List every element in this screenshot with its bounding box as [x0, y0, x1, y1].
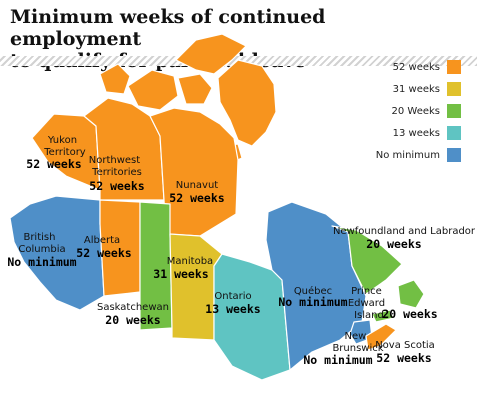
arctic-island-ellesmere — [175, 33, 247, 75]
label-quebec-name: Québec — [294, 285, 332, 297]
region-pei[interactable] — [371, 309, 395, 323]
label-pei-name-2: Edward — [348, 298, 385, 309]
legend: 52 weeks 31 weeks 20 Weeks 13 weeks No m… — [376, 56, 461, 166]
label-alberta-name: Alberta — [84, 235, 120, 246]
title-line-1: Minimum weeks of continued employment — [10, 6, 326, 50]
label-yukon-value: 52 weeks — [26, 157, 81, 171]
legend-label: No minimum — [375, 149, 440, 161]
arctic-island-victoria — [127, 69, 179, 111]
region-bc[interactable] — [9, 195, 105, 311]
legend-label: 20 Weeks — [391, 105, 440, 117]
label-pei-name: Prince Edward Island — [348, 279, 390, 321]
label-pei-value: 20 weeks — [382, 307, 437, 321]
region-alberta[interactable] — [99, 199, 141, 297]
label-bc-name-1: British — [23, 232, 55, 243]
legend-item-31-weeks: 31 weeks — [376, 78, 461, 100]
legend-swatch — [447, 126, 461, 140]
label-ontario-name: Ontario — [214, 291, 251, 302]
label-nwt-name: Northwest Territories — [89, 148, 146, 178]
label-pei-name-1: Prince — [351, 286, 382, 297]
region-newfoundland-island[interactable] — [397, 279, 425, 309]
arctic-island-banks — [99, 63, 131, 95]
label-nova-scotia-name: Nova Scotia — [375, 340, 435, 351]
label-yukon-name: Yukon Territory — [43, 128, 86, 158]
legend-label: 31 weeks — [392, 83, 440, 95]
label-saskatchewan-name: Saskatchewan — [97, 302, 169, 313]
label-new-brunswick-name-1: New — [345, 331, 367, 342]
label-manitoba-value: 31 weeks — [153, 267, 208, 281]
region-labrador[interactable] — [331, 225, 403, 295]
label-bc-name: British Columbia — [18, 225, 65, 255]
label-yukon-name-2: Territory — [43, 147, 86, 158]
label-ontario-value: 13 weeks — [205, 302, 260, 316]
label-saskatchewan-value: 20 weeks — [105, 313, 160, 327]
label-bc-value: No minimum — [7, 255, 76, 269]
legend-swatch — [447, 148, 461, 162]
legend-item-13-weeks: 13 weeks — [376, 122, 461, 144]
label-nunavut-name: Nunavut — [176, 180, 219, 191]
label-nwt-value: 52 weeks — [89, 179, 144, 193]
label-bc-name-2: Columbia — [18, 244, 65, 255]
legend-item-20-weeks: 20 Weeks — [376, 100, 461, 122]
label-manitoba-name: Manitoba — [167, 256, 213, 267]
label-new-brunswick-name-2: Brunswick — [332, 343, 383, 354]
label-nova-scotia-value: 52 weeks — [376, 351, 431, 365]
arctic-island-devon — [177, 73, 213, 105]
legend-label: 13 weeks — [392, 127, 440, 139]
label-nwt-name-1: Northwest — [89, 155, 141, 166]
legend-label: 52 weeks — [392, 61, 440, 73]
legend-swatch — [447, 82, 461, 96]
legend-item-no-minimum: No minimum — [376, 144, 461, 166]
label-quebec-value: No minimum — [278, 295, 347, 309]
region-nunavut[interactable] — [149, 107, 239, 237]
label-nunavut-value: 52 weeks — [169, 191, 224, 205]
label-nwt-name-2: Territories — [91, 167, 142, 178]
arctic-island-baffin — [217, 59, 277, 147]
label-newfoundland-name: Newfoundland and Labrador — [333, 226, 476, 237]
label-new-brunswick-value: No minimum — [303, 353, 372, 367]
label-new-brunswick-name: New Brunswick — [332, 324, 383, 354]
legend-swatch — [447, 60, 461, 74]
label-pei-name-3: Island — [354, 310, 384, 321]
region-nova-scotia[interactable] — [365, 323, 397, 351]
legend-item-52-weeks: 52 weeks — [376, 56, 461, 78]
label-alberta-value: 52 weeks — [76, 246, 131, 260]
label-newfoundland-value: 20 weeks — [366, 237, 421, 251]
label-yukon-name-1: Yukon — [47, 135, 77, 146]
legend-swatch — [447, 104, 461, 118]
